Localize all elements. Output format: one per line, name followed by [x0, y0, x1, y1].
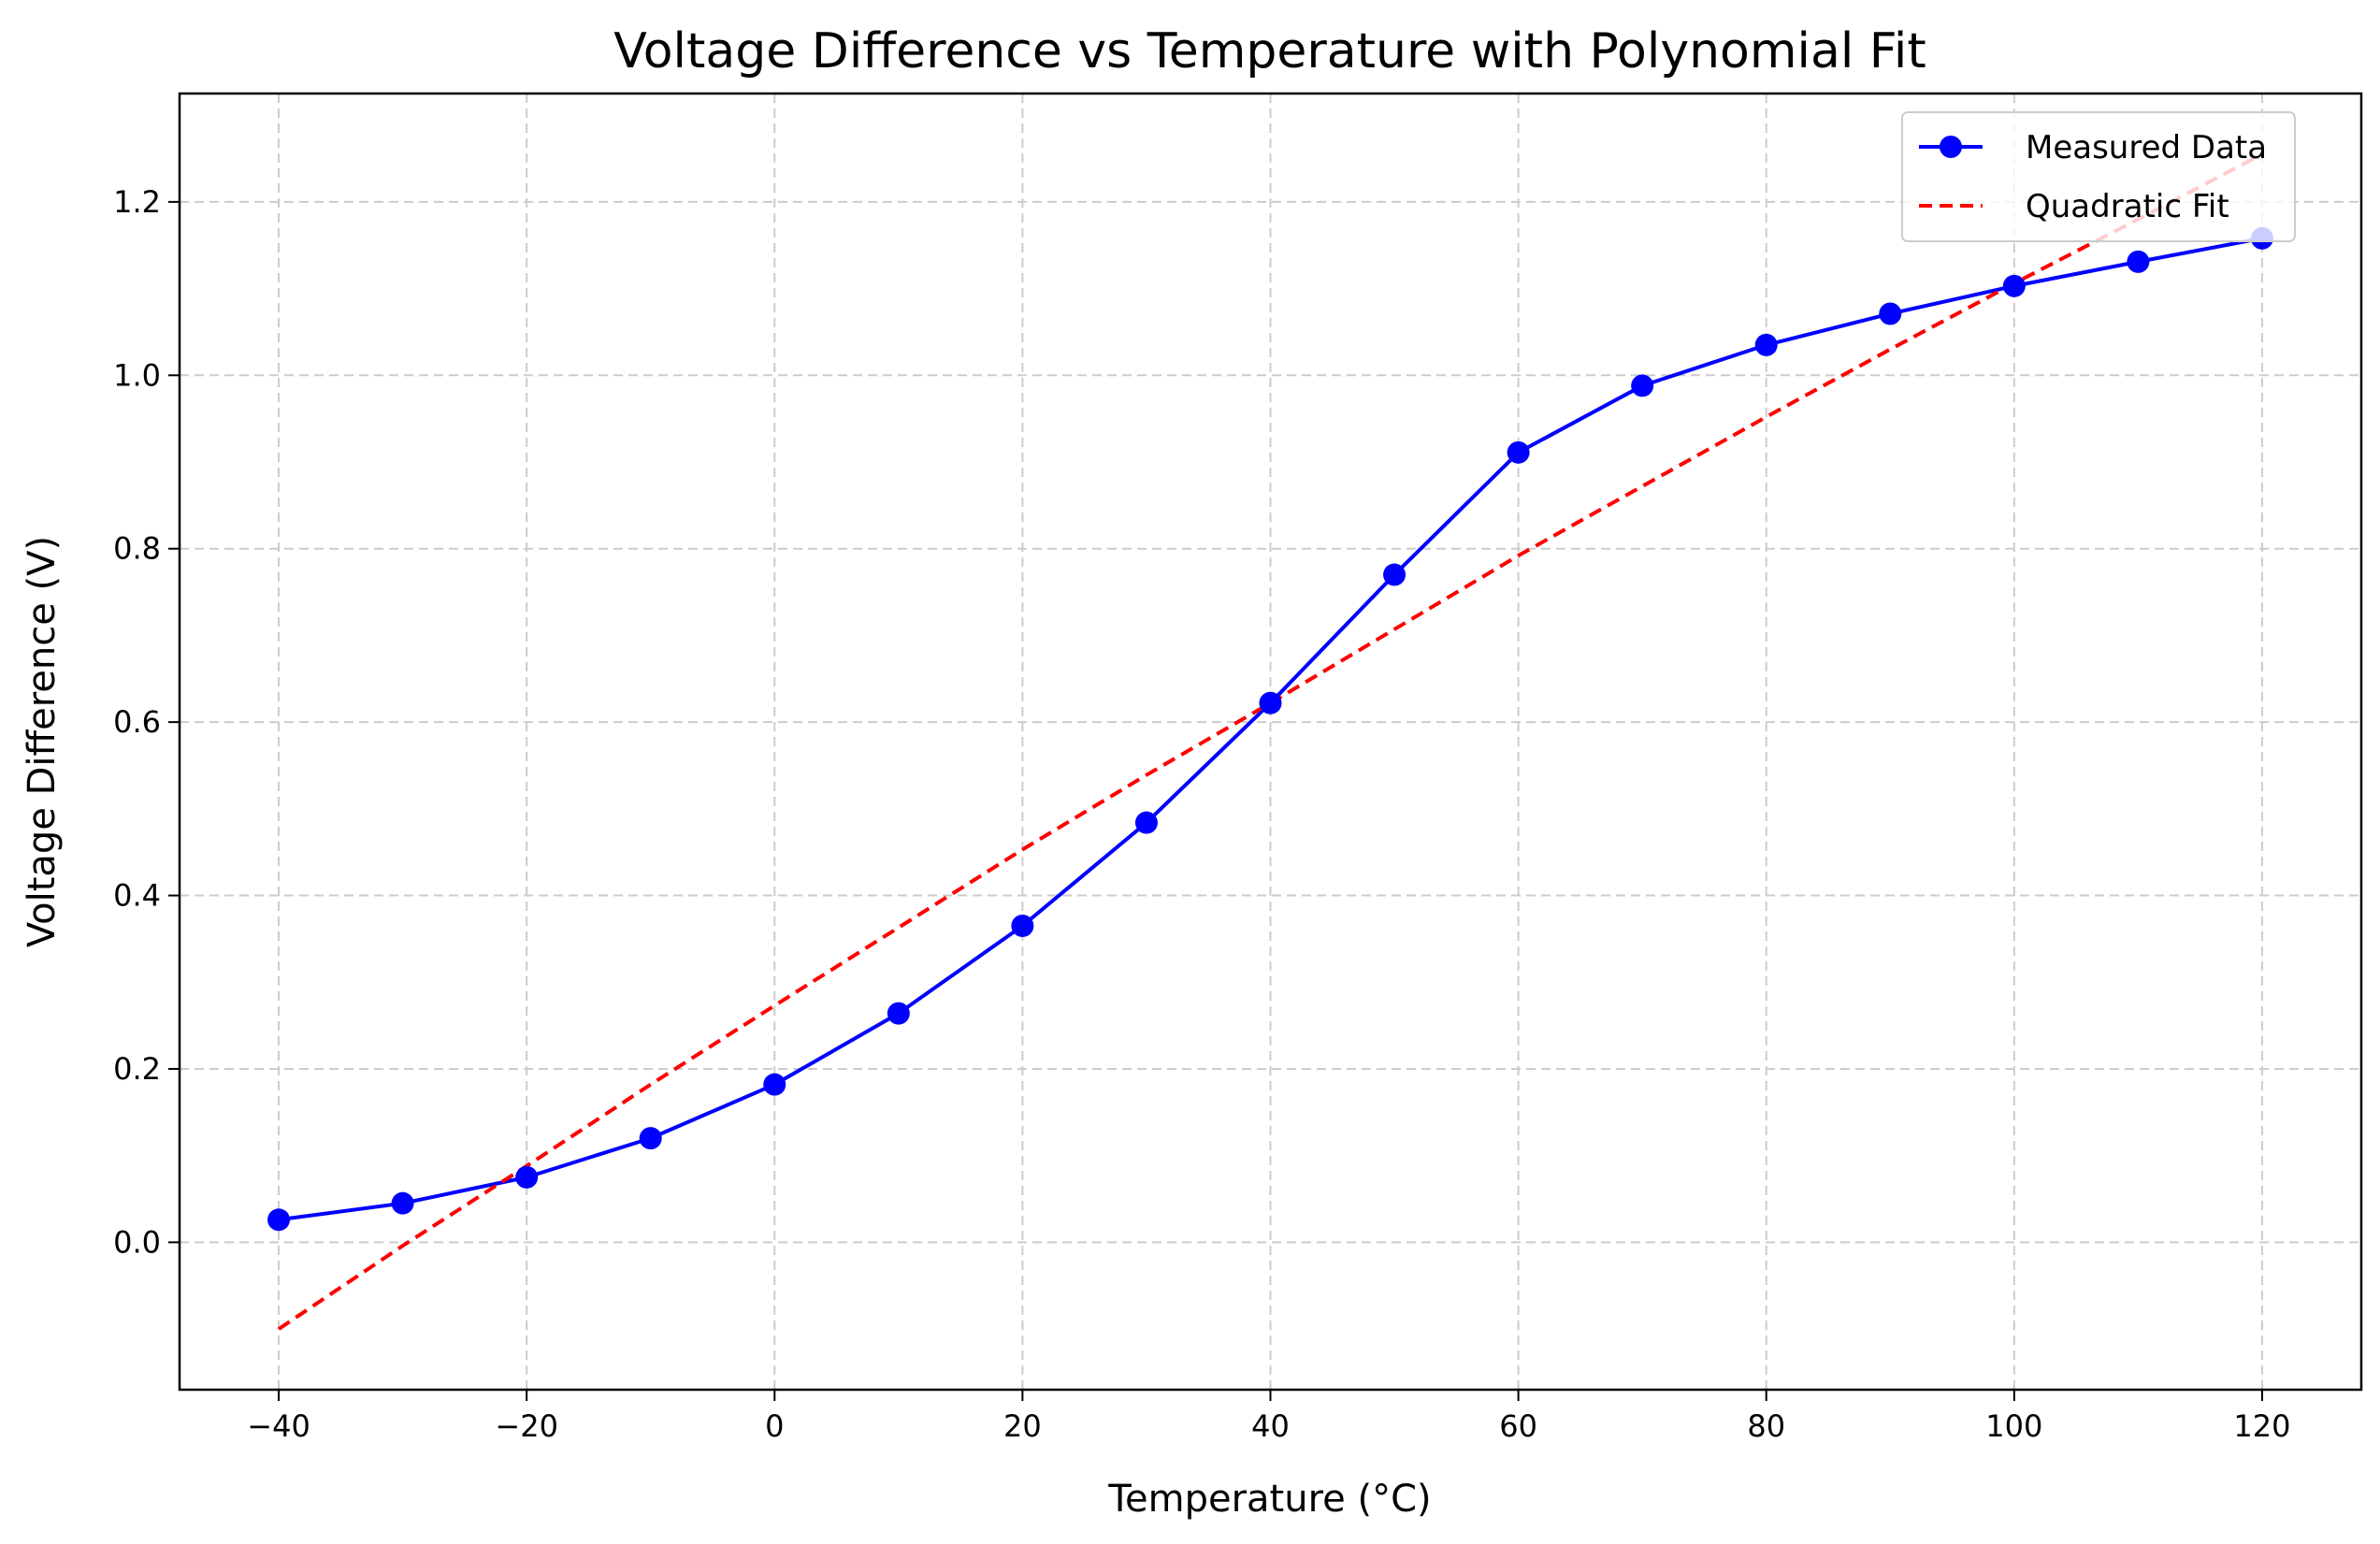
y-tick-label: 0.2 [113, 1051, 161, 1087]
measured-data-point [1011, 915, 1034, 938]
legend-label-fit: Quadratic Fit [2026, 188, 2229, 225]
x-tick-label: 40 [1251, 1408, 1290, 1444]
measured-data-point [2127, 250, 2150, 273]
legend-label-measured: Measured Data [2026, 129, 2267, 166]
measured-data-point [267, 1208, 291, 1232]
measured-data-point [763, 1073, 786, 1096]
axes-ticks: −40 −20 0 20 40 60 80 100 120 0.0 0.2 0.4 0.6 0.8 1.0 1… [113, 184, 2290, 1444]
y-tick-label: 1.0 [113, 357, 161, 393]
x-tick-label: 100 [1985, 1408, 2042, 1444]
series-layer [267, 152, 2273, 1331]
measured-data-point [1259, 691, 1282, 714]
y-tick-label: 0.4 [113, 878, 161, 914]
y-axis-label: Voltage Difference (V) [21, 536, 64, 947]
x-tick-label: 20 [1003, 1408, 1042, 1444]
x-tick-label: 60 [1499, 1408, 1537, 1444]
y-tick-label: 0.0 [113, 1224, 161, 1260]
chart-title: Voltage Difference vs Temperature with P… [613, 23, 1926, 79]
measured-data-point [1754, 333, 1778, 356]
measured-data-point [2002, 274, 2026, 297]
measured-data-point [1383, 563, 1406, 586]
measured-data-point [1631, 374, 1654, 397]
measured-data-point [515, 1165, 539, 1189]
legend-marker-measured [1940, 136, 1962, 158]
y-tick-label: 0.8 [113, 531, 161, 567]
x-tick-label: 80 [1747, 1408, 1785, 1444]
legend: Measured Data Quadratic Fit [1901, 111, 2296, 242]
x-tick-label: −40 [247, 1408, 310, 1444]
y-tick-label: 0.6 [113, 704, 161, 740]
y-tick-label: 1.2 [113, 184, 161, 220]
x-tick-label: 120 [2233, 1408, 2290, 1444]
x-axis-label: Temperature (°C) [1107, 1478, 1431, 1521]
x-tick-label: −20 [495, 1408, 558, 1444]
measured-data-point [1134, 811, 1158, 834]
measured-data-point [391, 1191, 414, 1215]
legend-box [1901, 111, 2296, 242]
measured-data-point [1507, 440, 1530, 464]
x-tick-label: 0 [765, 1408, 784, 1444]
measured-data-point [1879, 302, 1902, 325]
measured-data-point [887, 1002, 910, 1025]
measured-data-point [639, 1127, 662, 1150]
